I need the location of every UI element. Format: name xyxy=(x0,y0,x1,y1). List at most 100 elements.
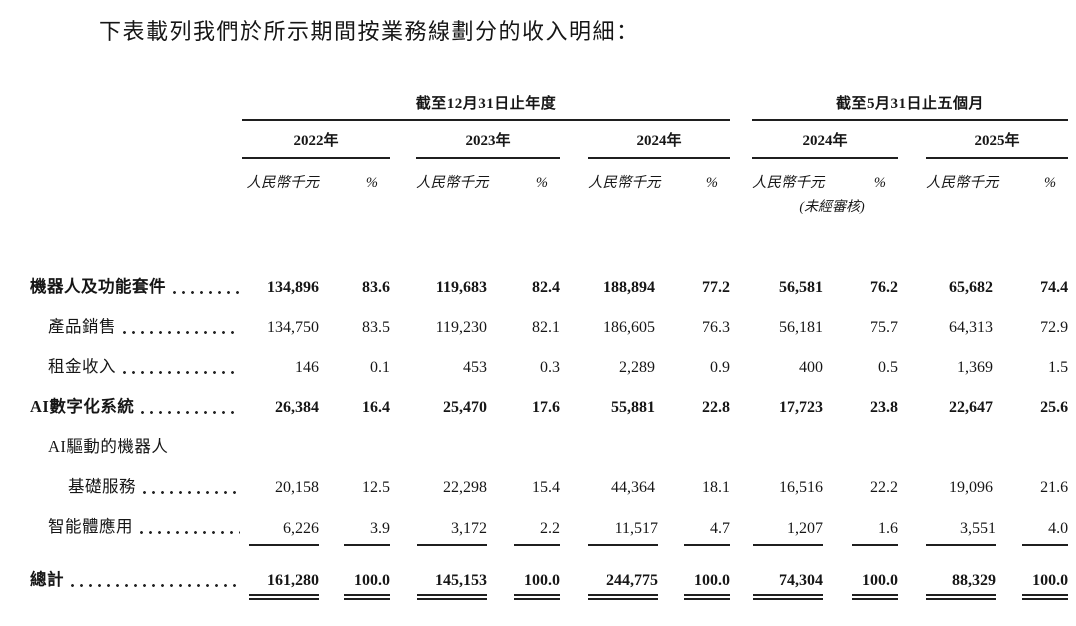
spacer xyxy=(730,546,752,600)
amount-cell: 119,230 xyxy=(435,319,487,336)
year-header-2024: 2024年 xyxy=(588,120,731,159)
percent-cell: 1.6 xyxy=(852,520,899,546)
percent-cell: 0.5 xyxy=(878,359,899,376)
spacer xyxy=(730,306,752,346)
spacer xyxy=(30,120,242,158)
table-row-rental-income: 租金收入 146 0.1 453 0.3 2,289 0.9 400 0.5 1… xyxy=(30,346,1068,386)
percent-cell: 16.4 xyxy=(362,399,390,416)
dot-leader xyxy=(123,371,240,374)
amount-cell: 453 xyxy=(463,359,487,376)
spacer xyxy=(730,158,752,194)
amount-cell: 16,516 xyxy=(779,479,824,496)
spacer xyxy=(898,386,926,426)
amount-cell: 65,682 xyxy=(949,279,994,296)
amount-cell: 55,881 xyxy=(611,399,655,416)
amount-cell: 56,581 xyxy=(779,279,824,296)
year-header-2022: 2022年 xyxy=(242,120,390,159)
spacer xyxy=(560,158,588,194)
amount-cell: 186,605 xyxy=(603,319,655,336)
percent-cell: 21.6 xyxy=(1040,479,1069,496)
dot-leader xyxy=(141,411,240,414)
year-header-2024-5m: 2024年 xyxy=(752,120,899,159)
amount-cell: 17,723 xyxy=(779,399,824,416)
spacer xyxy=(560,386,588,426)
table-row-ai-driven-robots-label: AI驅動的機器人 xyxy=(30,426,1068,466)
dot-leader xyxy=(143,491,240,494)
percent-cell: 0.9 xyxy=(710,359,731,376)
spacer xyxy=(898,506,926,546)
spacer xyxy=(30,84,242,120)
amount-cell: 26,384 xyxy=(275,399,319,416)
unit-label: 人民幣千元 xyxy=(416,175,489,191)
percent-cell: 75.7 xyxy=(870,319,899,336)
percent-cell: 12.5 xyxy=(362,479,390,496)
unaudited-note: (未經審核) xyxy=(799,200,865,215)
percent-cell: 77.2 xyxy=(702,279,731,296)
percent-cell: 0.1 xyxy=(370,359,390,376)
spacer xyxy=(390,506,416,546)
row-label: 基礎服務 xyxy=(68,477,136,496)
period-group-five-months: 截至5月31日止五個月 xyxy=(752,84,1069,121)
percent-label: % xyxy=(705,175,719,191)
spacer xyxy=(730,84,752,120)
percent-cell: 76.2 xyxy=(870,279,899,296)
spacer xyxy=(30,194,730,220)
percent-cell: 23.8 xyxy=(870,399,899,416)
spacer xyxy=(390,546,416,600)
spacer xyxy=(730,120,752,158)
row-label: 產品銷售 xyxy=(48,317,116,336)
spacer xyxy=(898,194,1068,220)
percent-cell: 72.9 xyxy=(1040,319,1069,336)
amount-cell: 22,298 xyxy=(443,479,487,496)
percent-cell: 100.0 xyxy=(684,572,731,600)
percent-cell: 100.0 xyxy=(514,572,560,600)
amount-cell: 56,181 xyxy=(779,319,824,336)
percent-cell: 83.6 xyxy=(362,279,390,296)
unit-header-row: 人民幣千元 % 人民幣千元 % 人民幣千元 % 人民幣千元 % 人民幣千元 % xyxy=(30,158,1068,194)
table-row-ai-digital-systems: AI數字化系統 26,384 16.4 25,470 17.6 55,881 2… xyxy=(30,386,1068,426)
spacer xyxy=(730,346,752,386)
amount-cell: 400 xyxy=(799,359,824,376)
spacer xyxy=(730,506,752,546)
spacer xyxy=(730,194,752,220)
spacer xyxy=(390,466,416,506)
spacer xyxy=(390,266,416,306)
amount-cell: 22,647 xyxy=(949,399,994,416)
spacer xyxy=(898,546,926,600)
spacer xyxy=(898,158,926,194)
spacer xyxy=(560,306,588,346)
unit-label: 人民幣千元 xyxy=(588,175,661,191)
unit-label: 人民幣千元 xyxy=(752,175,825,191)
period-group-year-ended: 截至12月31日止年度 xyxy=(242,84,731,121)
page-title: 下表載列我們於所示期間按業務線劃分的收入明細： xyxy=(99,19,640,44)
amount-cell: 244,775 xyxy=(588,572,658,600)
period-group-header-row: 截至12月31日止年度 截至5月31日止五個月 xyxy=(30,84,1069,121)
percent-cell: 15.4 xyxy=(532,479,560,496)
dot-leader xyxy=(173,291,240,294)
row-label: 租金收入 xyxy=(48,357,116,376)
percent-cell: 0.3 xyxy=(540,359,560,376)
amount-cell: 161,280 xyxy=(249,572,319,600)
spacer xyxy=(242,426,1068,466)
spacer xyxy=(898,266,926,306)
row-label: 智能體應用 xyxy=(48,517,133,536)
percent-cell: 2.2 xyxy=(514,520,560,546)
row-label: 機器人及功能套件 xyxy=(30,277,166,296)
spacer xyxy=(730,466,752,506)
spacer xyxy=(390,306,416,346)
year-header-2023: 2023年 xyxy=(416,120,560,159)
percent-cell: 83.5 xyxy=(362,319,390,336)
spacer xyxy=(390,158,416,194)
spacer xyxy=(390,346,416,386)
percent-cell: 1.5 xyxy=(1048,359,1069,376)
spacer-row xyxy=(30,220,1068,266)
amount-cell: 6,226 xyxy=(249,520,319,546)
spacer xyxy=(560,266,588,306)
table-row-product-sales: 產品銷售 134,750 83.5 119,230 82.1 186,605 7… xyxy=(30,306,1068,346)
spacer xyxy=(560,506,588,546)
row-label: AI驅動的機器人 xyxy=(48,437,169,456)
spacer xyxy=(898,306,926,346)
percent-cell: 74.4 xyxy=(1040,279,1069,296)
percent-cell: 76.3 xyxy=(702,319,731,336)
spacer xyxy=(898,120,926,158)
